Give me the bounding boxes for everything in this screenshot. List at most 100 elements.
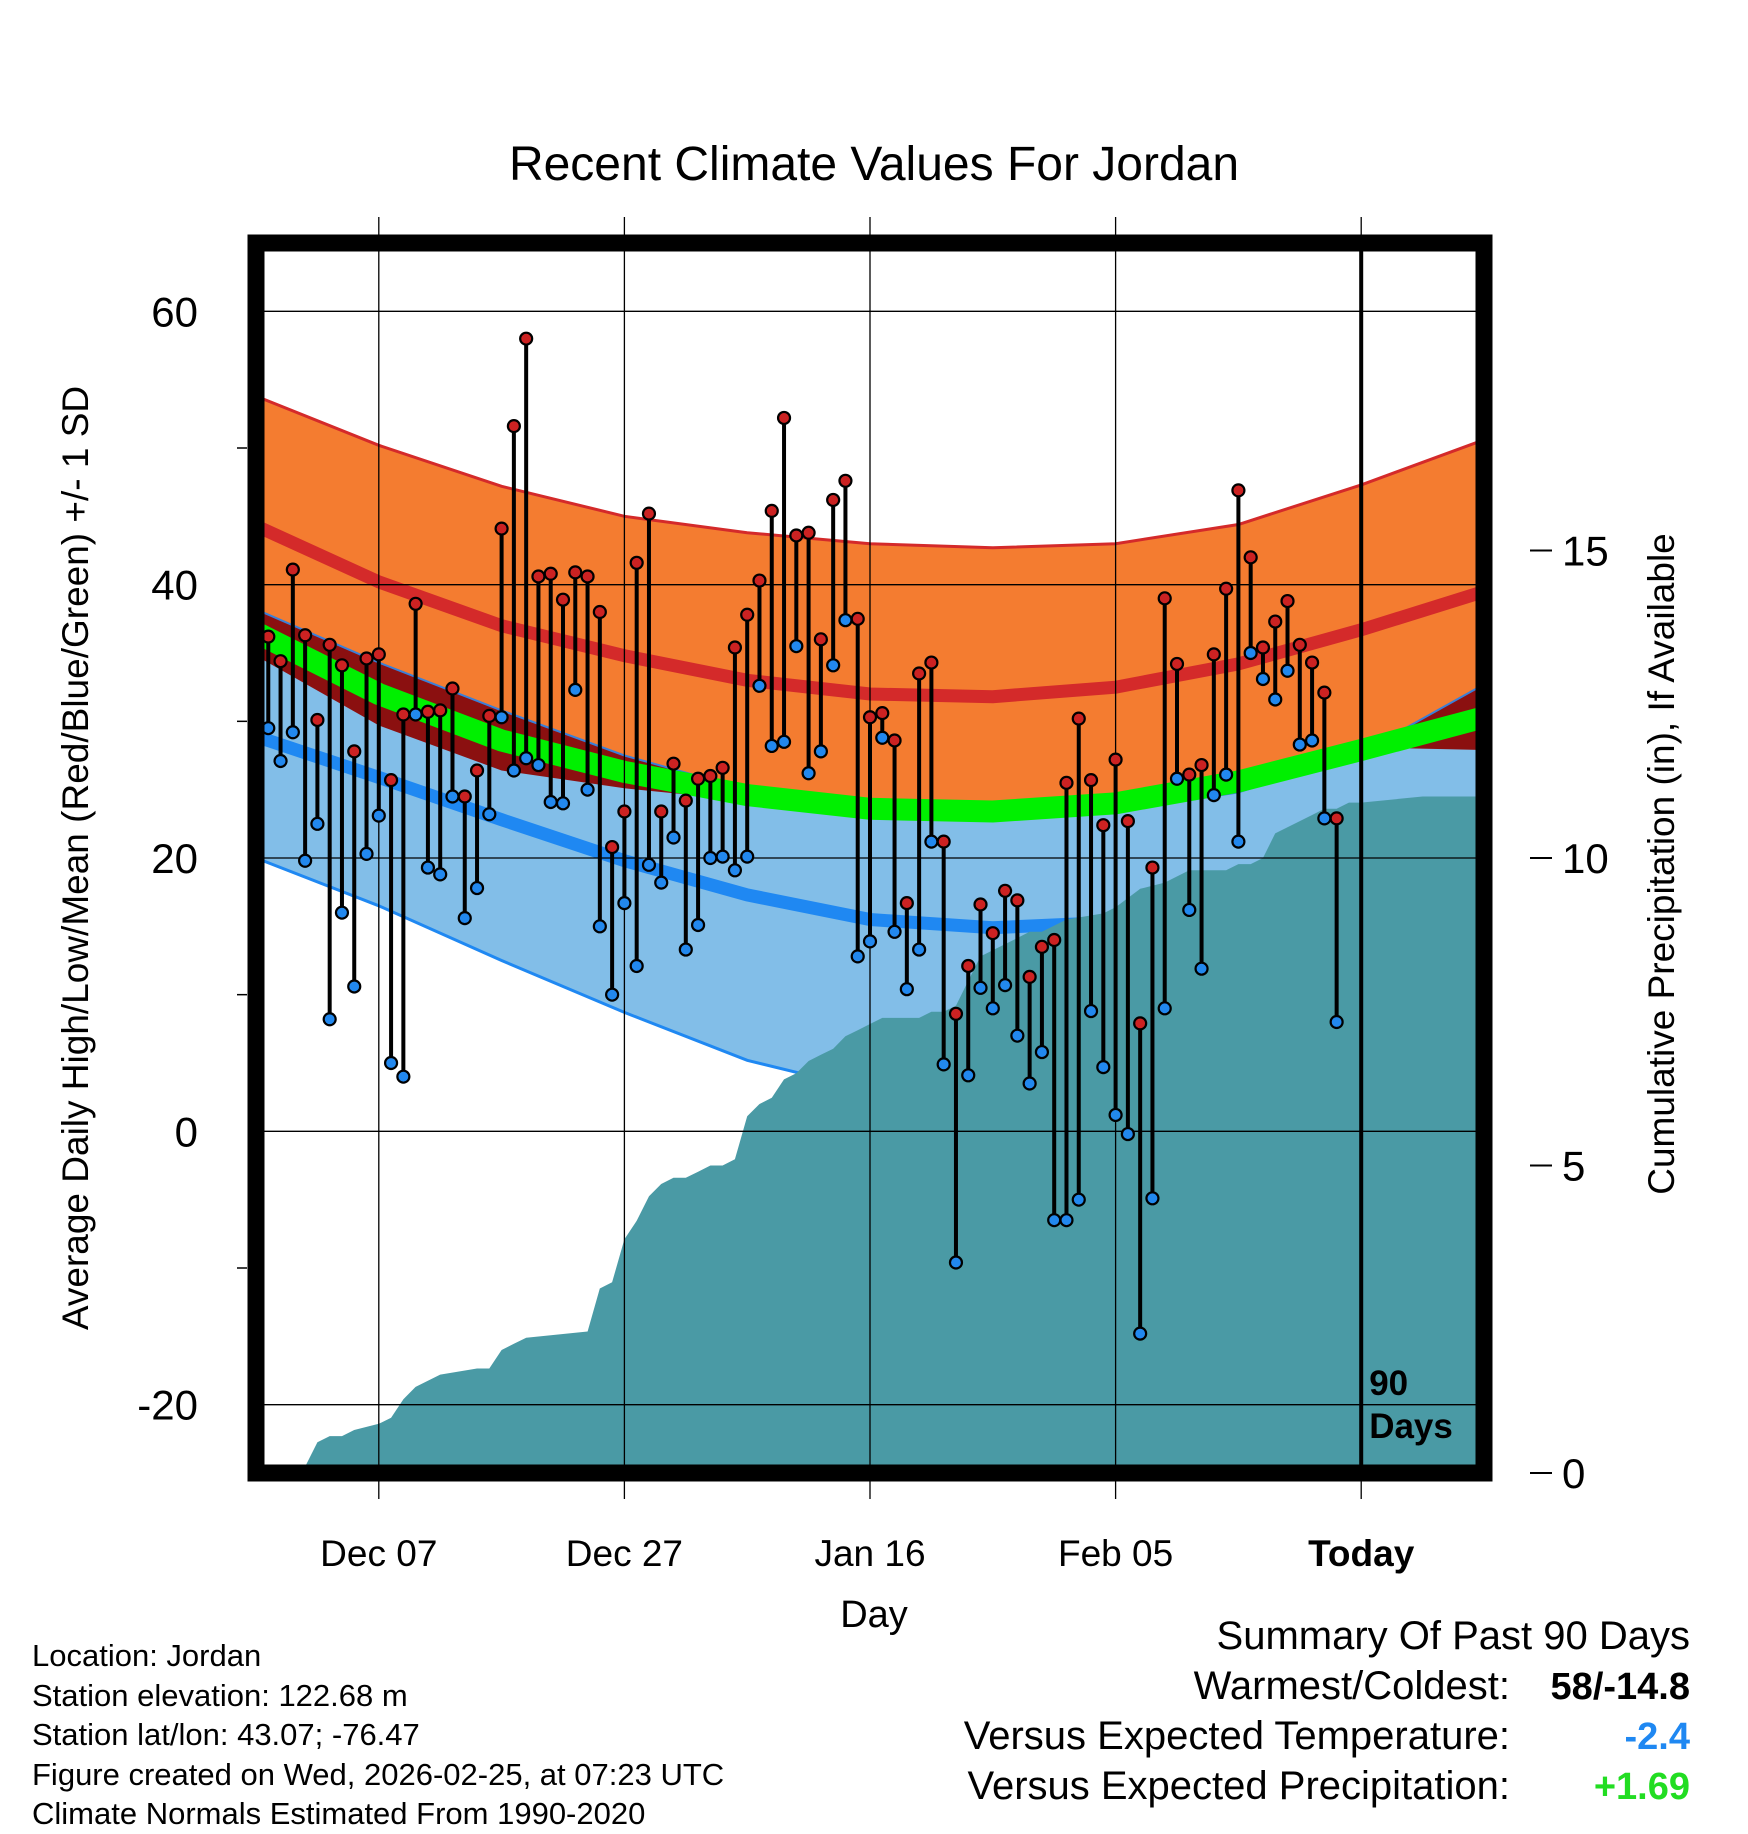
- high-point: [1169, 656, 1185, 672]
- high-point: [629, 555, 644, 570]
- high-point: [322, 637, 337, 652]
- high-point: [899, 895, 914, 911]
- high-point: [298, 628, 313, 643]
- low-point: [654, 875, 669, 890]
- y-tick-label: 60: [151, 288, 198, 335]
- high-point: [875, 706, 890, 721]
- high-point: [936, 834, 951, 849]
- high-point: [1145, 860, 1160, 875]
- high-point: [457, 789, 472, 804]
- summary-panel: Summary Of Past 90 Days Warmest/Coldest:…: [890, 1614, 1690, 1814]
- high-point: [1157, 591, 1172, 606]
- station-info: Location: Jordan Station elevation: 122.…: [32, 1636, 724, 1834]
- high-point: [445, 681, 460, 696]
- high-point: [1268, 614, 1283, 629]
- plot-frame: [247, 234, 1493, 1482]
- high-point: [482, 708, 497, 723]
- low-point: [813, 744, 828, 759]
- high-point: [580, 569, 595, 584]
- high-point: [506, 419, 521, 434]
- y2-tick-label: 0: [1562, 1450, 1585, 1497]
- high-point: [1071, 711, 1086, 726]
- high-point: [359, 651, 374, 666]
- low-point: [850, 949, 865, 964]
- low-point: [371, 808, 386, 823]
- high-point: [1083, 772, 1099, 788]
- low-point: [1219, 767, 1234, 782]
- high-point: [605, 839, 620, 855]
- low-point: [555, 796, 571, 811]
- high-point: [641, 506, 657, 521]
- y-tick-label: 40: [151, 562, 198, 609]
- high-point: [1231, 483, 1246, 498]
- high-point: [1133, 1016, 1148, 1031]
- high-point: [703, 768, 718, 784]
- low-point: [322, 1012, 337, 1027]
- low-point: [1133, 1326, 1148, 1341]
- temp-anomaly-value: -2.4: [1624, 1716, 1690, 1758]
- precip-anomaly-label: Versus Expected Precipitation:: [967, 1764, 1510, 1808]
- plot-area: 90 Days -20 0 20 40 60 0 5 10 15 Dec 07 Dec 27 Jan 16…: [137, 217, 1609, 1574]
- high-point: [531, 569, 546, 584]
- high-point: [654, 804, 669, 819]
- high-point: [924, 655, 939, 670]
- low-point: [469, 880, 485, 896]
- high-point: [347, 744, 362, 759]
- high-point: [310, 712, 325, 728]
- high-point: [862, 710, 878, 725]
- low-point: [973, 980, 988, 995]
- x-axis-label: Day: [840, 1594, 908, 1636]
- high-point: [1255, 640, 1271, 655]
- low-point: [1268, 692, 1283, 707]
- high-point: [1194, 757, 1209, 773]
- high-point: [420, 704, 436, 719]
- low-point: [396, 1069, 411, 1084]
- high-point: [469, 763, 485, 778]
- high-point: [1034, 939, 1050, 954]
- high-point: [1010, 893, 1025, 908]
- high-point: [543, 566, 558, 581]
- created-text: Figure created on Wed, 2026-02-25, at 07…: [32, 1756, 725, 1792]
- high-point: [1304, 655, 1320, 670]
- low-point: [961, 1068, 976, 1083]
- low-point: [445, 789, 460, 804]
- low-point: [912, 942, 927, 957]
- y2-tick-label: 10: [1562, 835, 1609, 882]
- low-point: [936, 1057, 951, 1072]
- latlon-text: Station lat/lon: 43.07; -76.47: [32, 1717, 420, 1752]
- low-point: [1169, 771, 1185, 786]
- low-point: [334, 905, 350, 920]
- high-point: [813, 632, 828, 647]
- y2-tick-label: 5: [1562, 1143, 1585, 1190]
- low-point: [752, 678, 767, 693]
- chart-title: Recent Climate Values For Jordan: [509, 138, 1239, 191]
- high-point: [690, 771, 706, 786]
- low-point: [641, 857, 657, 872]
- precip-anomaly-value: +1.69: [1593, 1766, 1690, 1808]
- x-tick-label: Today: [1308, 1533, 1415, 1574]
- high-point: [789, 528, 804, 543]
- high-point: [1206, 647, 1221, 662]
- low-point: [862, 934, 878, 949]
- low-point: [666, 830, 681, 845]
- low-point: [433, 867, 448, 882]
- low-point: [506, 763, 521, 778]
- high-point: [887, 733, 902, 748]
- low-point: [899, 982, 914, 997]
- low-point: [1329, 1014, 1344, 1030]
- low-point: [420, 860, 436, 875]
- low-point: [629, 958, 644, 974]
- high-point: [715, 760, 730, 775]
- low-point: [715, 849, 730, 864]
- high-point: [666, 756, 681, 771]
- high-point: [1182, 767, 1197, 782]
- low-point: [764, 738, 779, 754]
- low-point: [1047, 1213, 1062, 1228]
- high-point: [752, 573, 767, 588]
- high-point: [1317, 685, 1332, 700]
- low-point: [997, 977, 1013, 993]
- high-point: [973, 897, 988, 912]
- low-point: [801, 766, 816, 781]
- high-point: [1022, 969, 1037, 985]
- high-point: [961, 958, 976, 974]
